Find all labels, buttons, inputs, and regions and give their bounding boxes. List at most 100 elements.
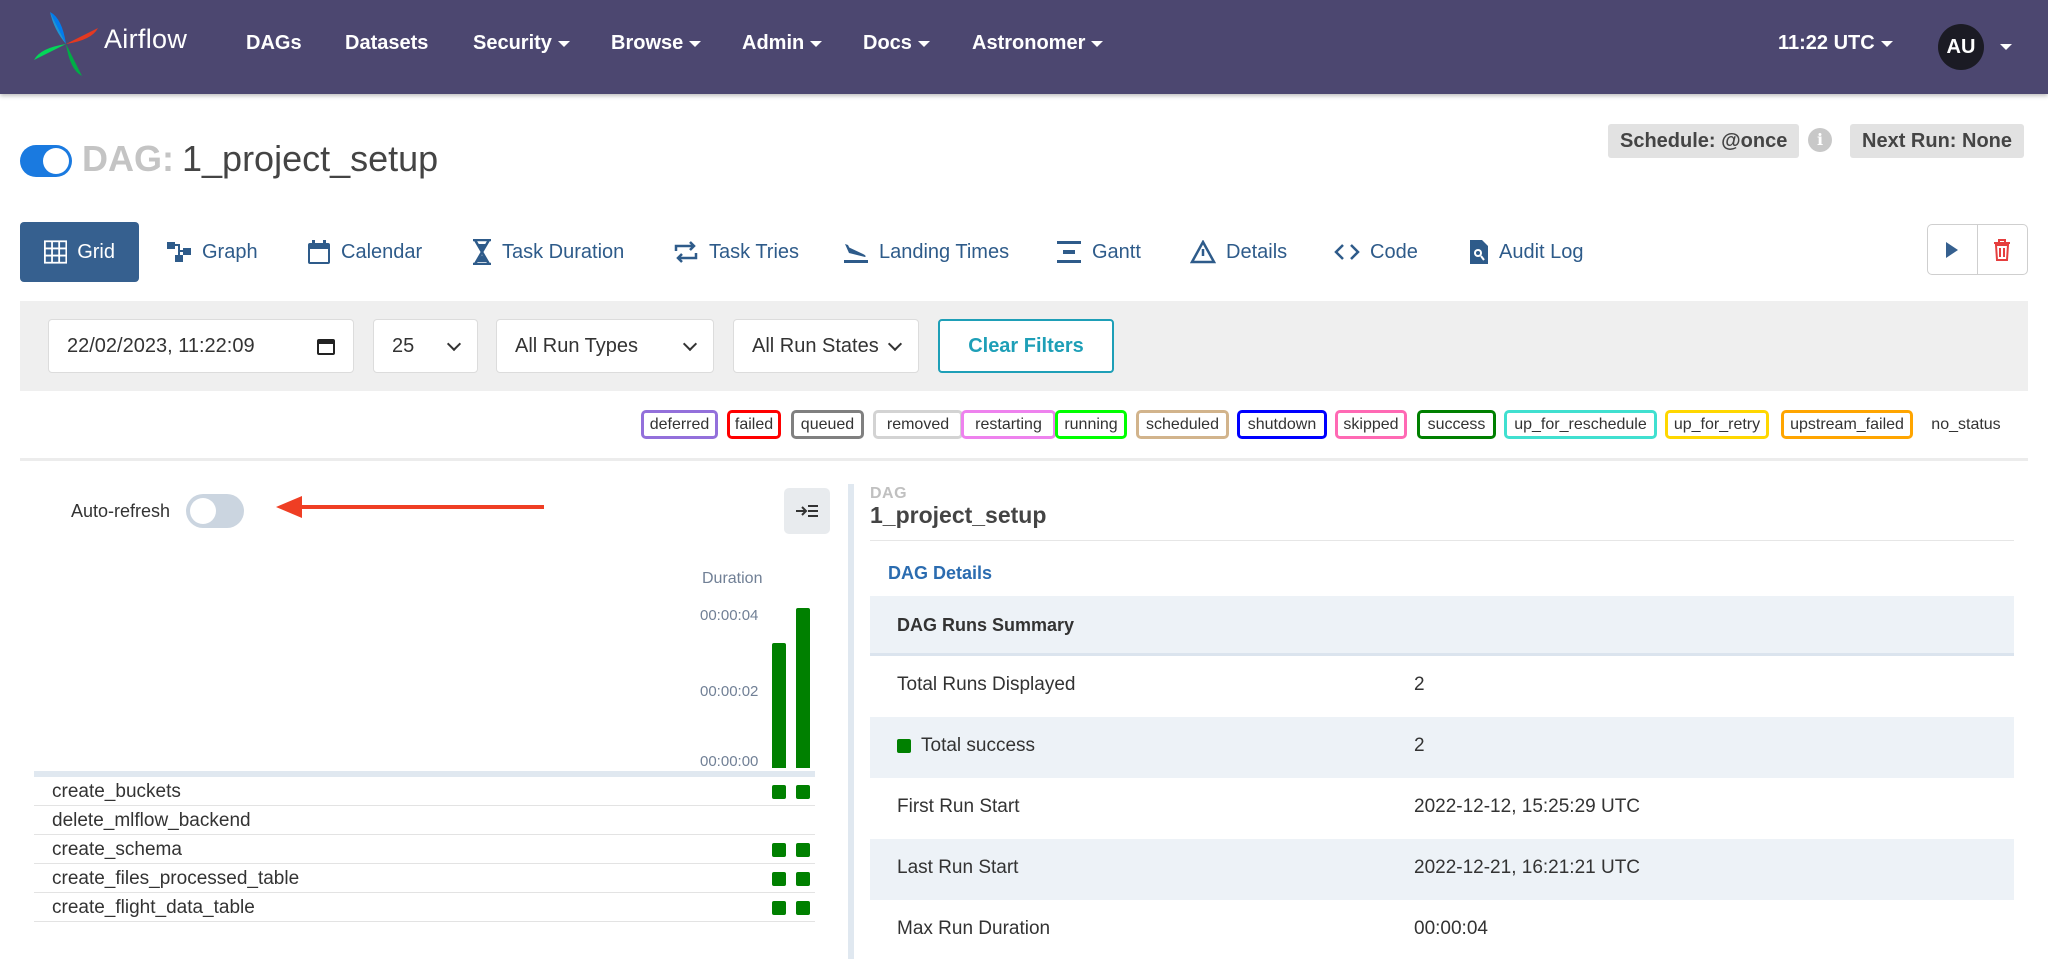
hourglass-icon (473, 239, 491, 265)
task-row[interactable]: create_schema (34, 835, 815, 864)
tab-code[interactable]: Code (1334, 222, 1418, 282)
chevron-down-icon (887, 336, 903, 351)
task-instance-status[interactable] (796, 872, 810, 886)
task-name[interactable]: delete_mlflow_backend (52, 810, 251, 831)
nav-docs[interactable]: Docs (863, 32, 930, 55)
task-instance-status[interactable] (772, 785, 786, 799)
state-badge-skipped: skipped (1335, 410, 1407, 439)
summary-row: Max Run Duration 00:00:04 (870, 900, 2014, 959)
task-row[interactable]: create_files_processed_table (34, 864, 815, 893)
summary-key-text: First Run Start (897, 796, 1020, 817)
state-badge-shutdown: shutdown (1237, 410, 1327, 439)
clear-filters-button[interactable]: Clear Filters (938, 319, 1114, 373)
tab-calendar-label: Calendar (341, 240, 423, 263)
task-row[interactable]: create_flight_data_table (34, 893, 815, 922)
tab-graph[interactable]: Graph (166, 222, 258, 282)
nav-browse[interactable]: Browse (611, 32, 702, 55)
summary-key-text: Last Run Start (897, 857, 1019, 878)
auto-refresh-toggle[interactable] (186, 494, 244, 528)
trigger-dag-button[interactable] (1928, 225, 1978, 274)
nav-security[interactable]: Security (473, 32, 570, 55)
run-duration-bar[interactable] (796, 608, 810, 768)
tab-audit-log[interactable]: Audit Log (1469, 222, 1584, 282)
panel-resize-handle[interactable] (848, 484, 854, 959)
state-badge-running: running (1055, 410, 1127, 439)
num-runs-select[interactable]: 25 (373, 319, 478, 373)
summary-header: DAG Runs Summary (870, 596, 2014, 656)
state-badge-no-status: no_status (1931, 415, 2001, 433)
collapse-icon (796, 505, 818, 517)
task-row[interactable]: delete_mlflow_backend (34, 806, 815, 835)
filter-bar: 22/02/2023, 11:22:09 25 All Run Types Al… (20, 301, 2028, 391)
nav-docs-label: Docs (863, 32, 912, 54)
trash-icon (1994, 238, 2011, 261)
task-name[interactable]: create_flight_data_table (52, 897, 255, 918)
run-duration-bar[interactable] (772, 642, 786, 768)
graph-icon (167, 242, 191, 262)
task-instance-status[interactable] (772, 843, 786, 857)
task-instance-status[interactable] (772, 872, 786, 886)
chevron-down-icon (689, 40, 702, 47)
tab-task-tries-label: Task Tries (709, 240, 800, 263)
details-dag-name[interactable]: 1_project_setup (870, 502, 1047, 528)
state-badge-removed: removed (873, 410, 963, 439)
run-types-select[interactable]: All Run Types (496, 319, 714, 373)
dag-pause-toggle[interactable] (20, 145, 72, 177)
summary-value: 2022-12-21, 16:21:21 UTC (1414, 857, 1641, 878)
nav-admin[interactable]: Admin (742, 32, 823, 55)
state-badge-upstream-failed: upstream_failed (1781, 410, 1913, 439)
nav-security-label: Security (473, 32, 552, 54)
tab-task-duration-label: Task Duration (502, 240, 625, 263)
tab-landing-times-label: Landing Times (879, 240, 1010, 263)
tab-calendar[interactable]: Calendar (307, 222, 422, 282)
nav-dags[interactable]: DAGs (246, 32, 302, 55)
collapse-details-button[interactable] (784, 488, 830, 534)
summary-key-text: Total success (921, 735, 1036, 756)
task-instance-status[interactable] (796, 901, 810, 915)
task-name[interactable]: create_schema (52, 839, 182, 860)
tab-task-tries[interactable]: Task Tries (673, 222, 799, 282)
section-divider (20, 458, 2028, 461)
task-name[interactable]: create_files_processed_table (52, 868, 300, 889)
tab-landing-times[interactable]: Landing Times (843, 222, 1009, 282)
tab-grid[interactable]: Grid (20, 222, 139, 282)
airflow-brand[interactable]: Airflow (32, 8, 187, 80)
file-search-icon (1470, 240, 1488, 264)
dag-name: 1_project_setup (182, 138, 439, 179)
nav-astronomer[interactable]: Astronomer (972, 32, 1104, 55)
nav-datasets-label: Datasets (345, 32, 429, 54)
tab-dag-details[interactable]: DAG Details (888, 563, 993, 583)
task-row[interactable]: create_buckets (34, 777, 815, 806)
timezone-selector[interactable]: 11:22 UTC (1778, 32, 1893, 55)
chevron-down-icon (682, 336, 698, 351)
chevron-down-icon (557, 40, 570, 47)
page-title: DAG: 1_project_setup (82, 138, 438, 180)
delete-dag-button[interactable] (1978, 225, 2028, 274)
run-states-select[interactable]: All Run States (733, 319, 919, 373)
base-date-value: 22/02/2023, 11:22:09 (67, 334, 255, 357)
user-menu-chevron-icon[interactable] (2000, 44, 2012, 50)
user-avatar[interactable]: AU (1938, 24, 1984, 70)
nav-datasets[interactable]: Datasets (345, 32, 428, 55)
auto-refresh-label: Auto-refresh (71, 501, 171, 521)
state-badge-up-for-reschedule: up_for_reschedule (1504, 410, 1657, 439)
summary-key: Max Run Duration (897, 918, 1050, 940)
info-icon[interactable]: i (1808, 128, 1832, 152)
task-instance-status[interactable] (796, 785, 810, 799)
calendar-icon[interactable] (317, 337, 335, 355)
nav-dags-label: DAGs (246, 32, 302, 54)
retry-arrows-icon (674, 241, 698, 263)
task-name[interactable]: create_buckets (52, 781, 181, 802)
gantt-icon (1057, 241, 1081, 263)
task-instance-status[interactable] (772, 901, 786, 915)
tab-task-duration[interactable]: Task Duration (472, 222, 624, 282)
summary-key-text: Max Run Duration (897, 918, 1051, 939)
task-instance-status[interactable] (796, 843, 810, 857)
chevron-down-icon (917, 40, 930, 47)
details-section-label: DAG (870, 485, 908, 502)
base-date-input[interactable]: 22/02/2023, 11:22:09 (48, 319, 354, 373)
tab-gantt[interactable]: Gantt (1056, 222, 1141, 282)
summary-value: 2 (1414, 735, 1425, 756)
tab-details[interactable]: Details (1190, 222, 1287, 282)
dag-prefix: DAG: (82, 138, 174, 179)
